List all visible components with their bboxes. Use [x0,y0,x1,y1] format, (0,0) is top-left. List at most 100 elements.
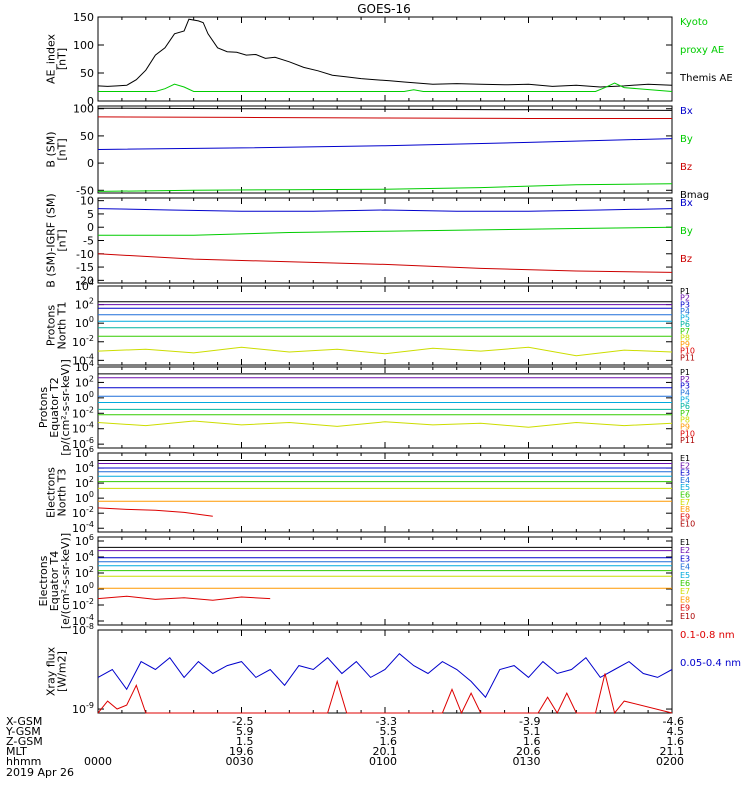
x-row-value: 1.5 [236,735,254,748]
y-tick-label: -15 [76,261,94,274]
y-axis-label: North T3 [56,469,69,517]
panel-frame [97,366,673,449]
y-tick-label: 10-8 [72,622,94,637]
y-tick-label: 10-2 [72,505,94,520]
y-axis-label: [W/m2] [56,651,69,692]
y-tick-label: 0 [87,157,94,170]
legend-entry: E3 [680,469,690,478]
x-row-label: X-GSM [6,715,42,728]
legend-entry: P10 [680,347,695,356]
legend-entry: P4 [680,307,690,316]
series-line [97,208,673,212]
x-row-value: -4.6 [663,715,684,728]
y-tick-label: 100 [75,390,94,405]
panel-frame [97,452,673,533]
legend-entry: Bx [680,198,693,209]
legend-entry: P6 [680,402,690,411]
series-line [97,653,673,699]
series-line [97,346,673,357]
x-row-value: 5.5 [380,725,398,738]
y-axis-label: [p/(cm²-s-sr-keV)] [59,359,72,456]
legend-entry: E6 [680,579,690,588]
legend-entry: Bz [680,254,692,265]
y-tick-label: 104 [75,278,94,293]
y-tick-label: -20 [76,274,94,287]
legend-entry: P8 [680,333,690,342]
y-tick-label: 10-4 [72,421,94,436]
legend-entry: P3 [680,300,690,309]
y-tick-label: 100 [75,581,94,596]
legend-entry: P6 [680,320,690,329]
legend-entry: E5 [680,483,690,492]
series-line [97,420,673,428]
y-tick-label: 102 [75,374,94,389]
series-line [97,18,673,88]
x-row-value: -3.3 [376,715,397,728]
legend-entry: P7 [680,409,690,418]
date-label: 2019 Apr 26 [6,766,74,779]
y-tick-label: 150 [73,11,94,24]
legend-entry: P1 [680,368,690,377]
x-row-value: 5.1 [523,725,541,738]
y-axis-label: Protons [45,305,58,346]
legend-entry: Bmag [680,190,709,201]
y-tick-label: 5 [87,208,94,221]
panel-frame [97,285,673,366]
x-row-value: -2.5 [232,715,253,728]
legend-entry: P7 [680,327,690,336]
legend-entry: E5 [680,571,690,580]
x-row-value: 0000 [84,755,112,768]
legend-entry: E8 [680,595,690,604]
y-tick-label: 0 [87,221,94,234]
legend-entry: E4 [680,563,690,572]
plot-title: GOES-16 [357,2,411,16]
legend-entry: E1 [680,454,690,463]
y-axis-label: [e/(cm²-s-sr-keV)] [59,533,72,629]
legend-entry: E8 [680,505,690,514]
y-tick-label: 104 [75,359,94,374]
legend-entry: E10 [680,520,695,529]
series-line [97,595,271,601]
legend-entry: E7 [680,587,690,596]
y-tick-label: 0 [87,95,94,108]
x-axis-annotation: X-GSM -2.5 -3.3 -3.9 -4.6 Y-GSM 5.9 5.5 5.1 4.5 Z-… [5,715,684,779]
legend-entry: Bx [680,106,693,117]
x-row-value: 0030 [226,755,254,768]
legend-entry: E6 [680,491,690,500]
x-row-label: Z-GSM [6,735,43,748]
series-line [97,138,673,150]
x-row-value: 0130 [513,755,541,768]
y-tick-label: 100 [75,315,94,330]
x-row-value: 20.1 [373,745,398,758]
y-axis-label: Protons [37,387,50,428]
series-line [98,82,673,92]
series-line [98,226,673,236]
x-row-value: 21.1 [660,745,685,758]
x-row-label: hhmm [6,755,41,768]
y-tick-label: 102 [75,565,94,580]
series-line [97,183,673,192]
legend-entry: P10 [680,429,695,438]
legend-entry: P9 [680,423,690,432]
y-tick-label: 10-2 [72,597,94,612]
y-axis-label: B (SM)-IGRF (SM) [45,193,58,287]
legend-entry: E4 [680,476,690,485]
y-tick-label: 102 [75,475,94,490]
y-tick-label: -50 [76,184,94,197]
legend-entry: 0.05-0.4 nm [680,658,741,669]
y-axis-label: [nT] [56,48,69,70]
y-tick-label: 10-2 [72,334,94,349]
y-tick-label: 100 [73,39,94,52]
y-axis-label: Electrons [45,467,58,518]
legend-entry: P2 [680,294,690,303]
x-row-value: 1.6 [667,735,685,748]
x-row-value: 1.6 [380,735,398,748]
legend-entry: P11 [680,436,695,445]
panel-frame [97,629,673,714]
x-row-value: 0100 [369,755,397,768]
